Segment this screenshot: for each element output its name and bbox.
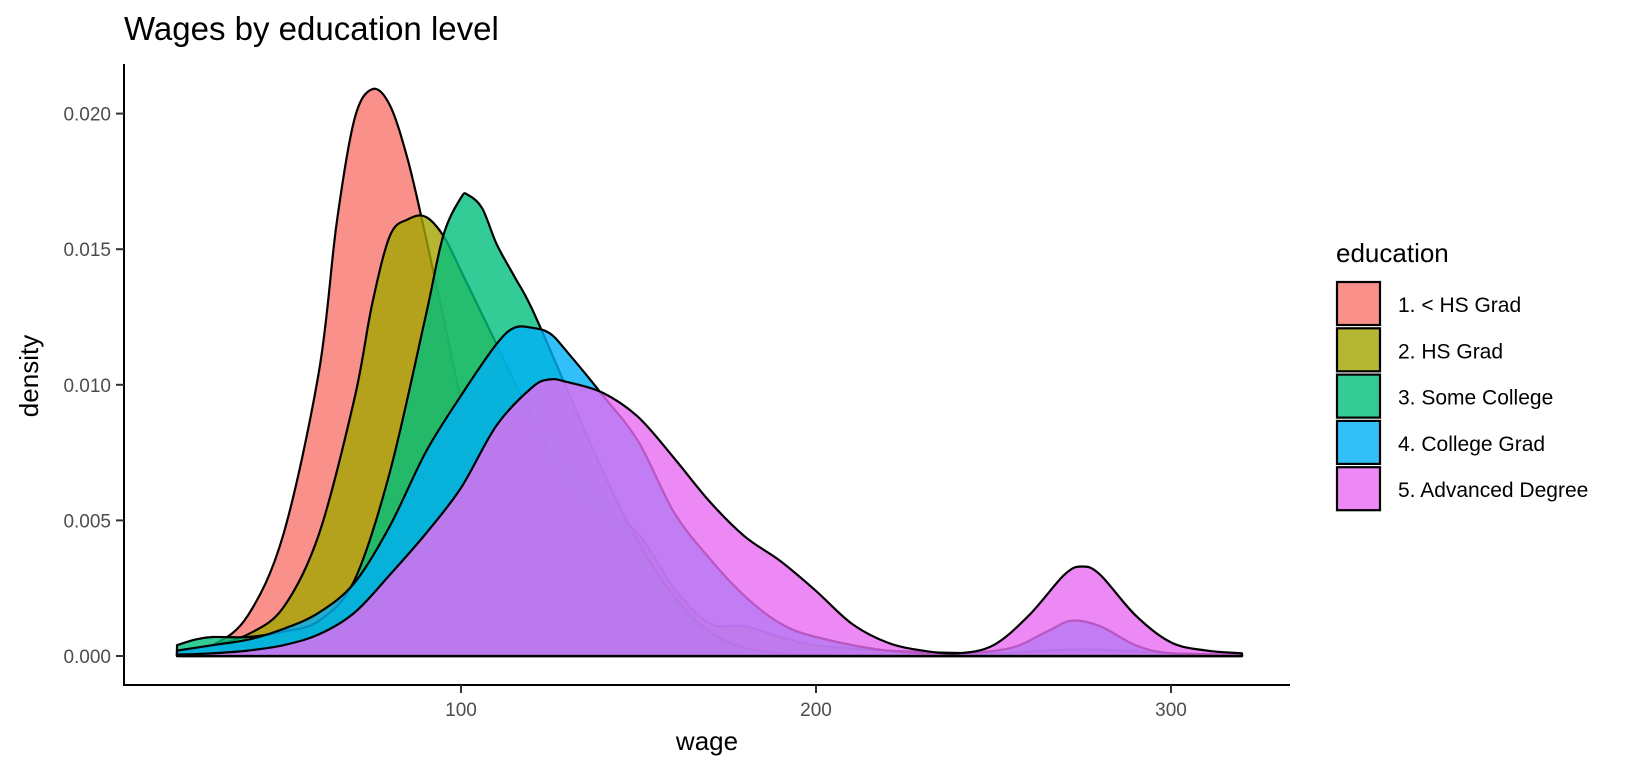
y-axis-title: density bbox=[14, 335, 44, 417]
legend-key-5 bbox=[1335, 466, 1382, 512]
x-axis-title: wage bbox=[675, 726, 738, 756]
x-tick-label: 100 bbox=[445, 700, 477, 721]
legend-label-2: 2. HS Grad bbox=[1398, 340, 1503, 363]
x-tick-label: 200 bbox=[800, 700, 832, 721]
y-tick-label: 0.015 bbox=[63, 240, 111, 261]
legend-label-5: 5. Advanced Degree bbox=[1398, 479, 1588, 502]
density-areas bbox=[175, 87, 1244, 658]
y-tick-label: 0.005 bbox=[63, 511, 111, 532]
legend-label-1: 1. < HS Grad bbox=[1398, 294, 1521, 317]
legend-key-4 bbox=[1335, 419, 1382, 465]
density-area-5 bbox=[175, 378, 1244, 658]
x-tick-label: 300 bbox=[1155, 700, 1187, 721]
x-axis-ticks: 100 200 300 bbox=[445, 685, 1187, 721]
y-tick-label: 0.020 bbox=[63, 105, 111, 126]
legend-title: education bbox=[1336, 238, 1449, 268]
chart-title: Wages by education level bbox=[124, 10, 499, 47]
legend-key-3 bbox=[1335, 373, 1382, 419]
legend: education 1. < HS Grad 2. HS Grad 3. Some … bbox=[1335, 238, 1588, 512]
y-tick-label: 0.010 bbox=[63, 376, 111, 397]
y-tick-label: 0.000 bbox=[63, 647, 111, 668]
legend-label-3: 3. Some College bbox=[1398, 387, 1553, 410]
legend-key-2 bbox=[1335, 327, 1382, 373]
legend-items: 1. < HS Grad 2. HS Grad 3. Some College 4. … bbox=[1335, 280, 1588, 512]
legend-label-4: 4. College Grad bbox=[1398, 433, 1545, 456]
legend-key-1 bbox=[1335, 280, 1382, 327]
y-axis-ticks: 0.000 0.005 0.010 0.015 0.020 bbox=[63, 105, 124, 668]
